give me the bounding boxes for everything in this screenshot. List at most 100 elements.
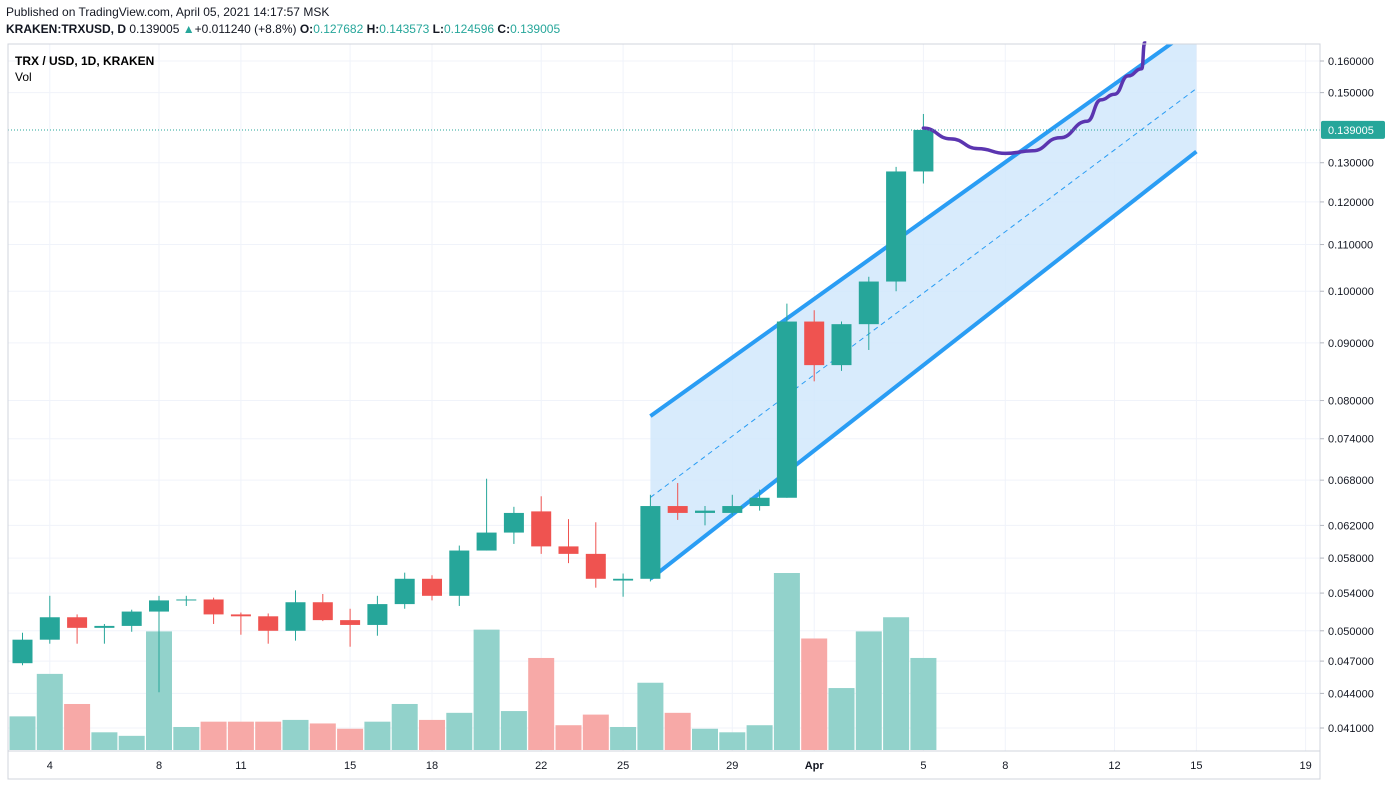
candle-body <box>367 604 388 625</box>
candle-body <box>695 510 715 513</box>
symbol-label[interactable]: KRAKEN:TRXUSD, D <box>6 22 126 36</box>
time-tick-label: 18 <box>426 760 438 772</box>
volume-bar <box>664 712 691 750</box>
price-tick-label: 0.062000 <box>1328 520 1374 532</box>
channel-median-line <box>650 88 1197 498</box>
volume-bar <box>173 726 200 750</box>
price-tick-label: 0.044000 <box>1328 688 1374 700</box>
volume-bar <box>227 721 254 750</box>
volume-bar <box>500 711 527 750</box>
volume-bar <box>9 716 36 750</box>
price-tick-label: 0.110000 <box>1328 240 1373 252</box>
last-price-badge: 0.139005 <box>1321 120 1385 139</box>
volume-bar <box>118 735 145 750</box>
volume-bar <box>337 728 364 750</box>
time-tick-label: 25 <box>617 760 629 772</box>
candle-body <box>804 321 825 366</box>
volume-bar <box>364 721 391 750</box>
candle-body <box>858 281 879 325</box>
price-tick-label: 0.160000 <box>1328 56 1374 68</box>
candle-body <box>12 639 33 664</box>
candle-body <box>585 553 606 579</box>
ohlc-line: KRAKEN:TRXUSD, D 0.139005 ▲+0.011240 (+8… <box>6 22 560 36</box>
candle-body <box>531 511 552 547</box>
price-tick-label: 0.090000 <box>1328 338 1374 350</box>
volume-legend: Vol <box>15 70 32 84</box>
channel-upper-line[interactable] <box>649 26 1196 418</box>
candle-body <box>613 578 634 581</box>
candle-body <box>503 512 524 533</box>
volume-bar <box>828 688 855 750</box>
candle-body <box>667 506 688 513</box>
volume-bar <box>883 617 910 750</box>
volume-bar <box>282 719 309 750</box>
volume-bar <box>255 721 282 750</box>
time-tick-label: Apr <box>805 760 825 772</box>
candle-body <box>422 578 442 596</box>
candle-body <box>749 497 770 507</box>
candle-body <box>476 532 497 551</box>
volume-bar <box>910 657 937 750</box>
high-value: 0.143573 <box>379 22 430 36</box>
volume-bars <box>9 573 937 750</box>
volume-bar <box>391 703 418 750</box>
price-tick-label: 0.050000 <box>1328 626 1374 638</box>
volume-bar <box>64 703 91 750</box>
volume-bar <box>637 682 664 750</box>
volume-bar <box>200 721 227 750</box>
price-tick-label: 0.068000 <box>1328 475 1374 487</box>
price-tick-label: 0.058000 <box>1328 553 1374 565</box>
candle-body <box>340 620 361 625</box>
candle-body <box>258 616 279 631</box>
last-price-badge-text: 0.139005 <box>1328 125 1374 137</box>
candle-body <box>285 602 306 631</box>
time-tick-label: 15 <box>1190 760 1202 772</box>
candle-body <box>394 578 415 605</box>
candle-body <box>312 602 333 621</box>
price-tick-label: 0.120000 <box>1328 197 1374 209</box>
volume-bar <box>746 725 773 750</box>
price-axis[interactable]: 0.160000 0.150000 0.130000 0.120000 0.110000… <box>1320 56 1374 735</box>
candle-body <box>230 614 251 617</box>
time-tick-label: 29 <box>726 760 738 772</box>
published-line: Published on TradingView.com, April 05, … <box>6 5 330 19</box>
candle-body <box>722 506 743 513</box>
time-tick-label: 12 <box>1108 760 1120 772</box>
candle-body <box>640 506 661 579</box>
chart-header: Published on TradingView.com, April 05, … <box>6 0 1386 40</box>
chart-legend-title: TRX / USD, 1D, KRAKEN <box>15 54 154 68</box>
volume-bar <box>582 714 609 750</box>
last-price: 0.139005 <box>129 22 180 36</box>
time-tick-label: 5 <box>920 760 926 772</box>
volume-bar <box>528 657 555 750</box>
time-axis[interactable]: 4 8 11 15 18 22 25 29 Apr 5 8 12 15 19 <box>47 760 1312 772</box>
volume-bar <box>446 712 473 750</box>
chart-frame <box>7 43 1321 780</box>
candle-body <box>176 599 197 601</box>
volume-bar <box>692 728 718 750</box>
price-tick-label: 0.074000 <box>1328 434 1374 446</box>
time-tick-label: 4 <box>47 760 53 772</box>
low-label: L: <box>432 22 444 36</box>
volume-bar <box>719 732 746 750</box>
volume-bar <box>473 629 500 750</box>
volume-bar <box>555 725 582 750</box>
candle-body <box>67 617 88 628</box>
candle-body <box>558 546 579 554</box>
price-tick-label: 0.150000 <box>1328 88 1374 100</box>
price-tick-label: 0.054000 <box>1328 588 1374 600</box>
volume-bar <box>801 638 828 750</box>
volume-bar <box>610 726 637 750</box>
high-label: H: <box>366 22 380 36</box>
projection-line[interactable] <box>921 41 1147 156</box>
time-tick-label: 22 <box>535 760 547 772</box>
projection-path[interactable] <box>921 41 1147 156</box>
volume-bar <box>773 573 800 750</box>
change-arrow-icon: ▲ <box>182 22 195 36</box>
candle-body <box>121 611 142 626</box>
volume-bar <box>36 673 63 750</box>
time-tick-label: 15 <box>344 760 356 772</box>
candle-body <box>94 625 115 628</box>
close-label: C: <box>497 22 511 36</box>
